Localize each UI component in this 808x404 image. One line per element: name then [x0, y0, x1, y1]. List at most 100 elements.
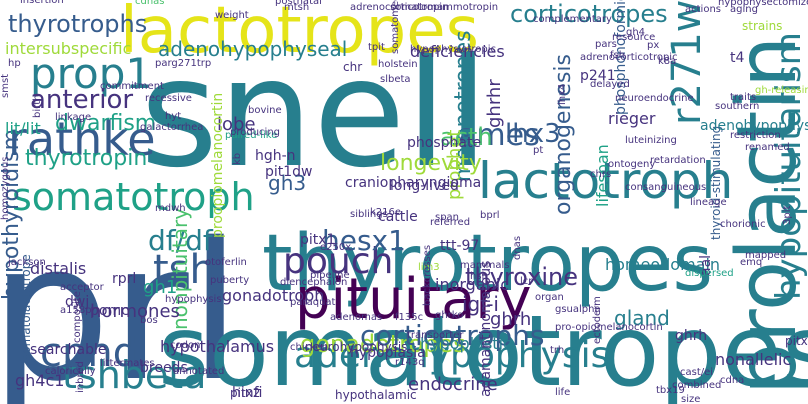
- word: chrs: [590, 169, 611, 180]
- word: deficiencies: [410, 42, 505, 61]
- word: organ: [535, 292, 564, 303]
- word: adrenocorticotropic: [580, 52, 678, 63]
- word: backcrosses: [422, 245, 433, 306]
- word: chorionic: [720, 219, 766, 230]
- word: mtsh: [284, 2, 309, 13]
- word: tshbeta: [62, 353, 206, 397]
- word: somatotropes: [158, 295, 808, 404]
- word: gh1: [143, 277, 177, 298]
- word: hypopituitarism: [769, 32, 808, 300]
- word: lifespan: [593, 144, 612, 207]
- word: e250x: [320, 242, 351, 253]
- word: hypophysectomized: [718, 0, 808, 8]
- word: puberty: [210, 275, 249, 286]
- word: rathke: [8, 112, 156, 166]
- word: thyrotropin: [25, 146, 147, 171]
- word: paired-like: [225, 130, 277, 141]
- word: combined: [672, 380, 721, 391]
- word: ames: [458, 118, 540, 153]
- word: distalis: [30, 259, 86, 278]
- word: anterior: [30, 85, 133, 115]
- word: pro-opiomelanocortin: [555, 322, 663, 333]
- word: k216e: [370, 207, 401, 218]
- word: smst: [0, 74, 11, 98]
- word: endocrine: [408, 374, 498, 395]
- word: pars: [595, 39, 617, 50]
- word: hypothyroidism: [0, 129, 24, 300]
- word: complementary: [533, 14, 612, 25]
- word: adamantinomatous: [478, 261, 494, 397]
- word: a158p: [60, 305, 92, 316]
- word: size: [681, 394, 700, 404]
- word: luteinizing: [625, 135, 677, 146]
- word: linkage: [55, 112, 91, 123]
- word: calorically: [45, 366, 96, 377]
- word: dispersed: [685, 268, 734, 279]
- word: aal: [698, 255, 714, 276]
- word: span: [435, 212, 459, 223]
- word: inbred: [75, 361, 86, 393]
- word: adrenocorticotropin: [350, 2, 448, 13]
- word: trh: [550, 345, 564, 356]
- word: hypothalamus: [160, 337, 274, 356]
- word: postnatal: [275, 0, 322, 7]
- word: southern: [715, 101, 759, 112]
- word: ghrko: [435, 310, 463, 321]
- word: organogenesis: [551, 54, 576, 215]
- word: weight: [215, 10, 249, 21]
- word: f135c: [395, 312, 423, 323]
- word: pitx: [785, 334, 808, 348]
- word: hgh-n: [255, 148, 296, 164]
- word: restriction: [730, 130, 781, 141]
- word: aging: [730, 4, 758, 15]
- word: paraquat: [290, 297, 336, 308]
- word: phosphate: [407, 135, 481, 151]
- word: diencephalon: [280, 277, 347, 288]
- word: retardation: [650, 155, 706, 166]
- word: traits: [730, 92, 756, 103]
- word: commitment: [100, 81, 164, 92]
- word: cdna: [720, 375, 744, 386]
- word: cattle: [378, 209, 418, 225]
- word: neuroendocrine: [615, 93, 694, 104]
- word: composite: [72, 291, 83, 343]
- word: pipeline: [310, 270, 350, 281]
- word: lactotroph: [478, 152, 733, 210]
- word: thyrotropes: [262, 219, 713, 309]
- word: holstein: [378, 59, 418, 70]
- word: hinfi: [232, 385, 262, 401]
- word: ttt-97: [440, 238, 479, 254]
- word: breeds: [140, 360, 188, 376]
- word: adenohypophyseal: [700, 118, 808, 134]
- word: ontogeny: [608, 159, 655, 170]
- word: hsi: [470, 271, 484, 282]
- word: actions: [685, 4, 721, 15]
- word: corticotrophs: [360, 319, 544, 352]
- word: nonallelic: [715, 350, 791, 369]
- word: gh-releasing: [755, 85, 808, 96]
- word: transporter: [407, 330, 464, 341]
- word: px: [647, 40, 659, 51]
- word: melanotropes: [451, 30, 476, 182]
- word: adenohypophyseal: [158, 37, 347, 61]
- word: siblings: [350, 209, 388, 220]
- word: proopiomelanocortin: [210, 93, 226, 238]
- word: jackson: [7, 257, 46, 268]
- word: lcr: [520, 276, 533, 287]
- word: annotated: [173, 366, 224, 377]
- word: gh4: [626, 27, 645, 38]
- word: resource: [612, 32, 655, 43]
- word: bovine: [248, 105, 282, 116]
- word: acth: [440, 123, 493, 151]
- word: thyrotrophs: [8, 10, 147, 38]
- word: cast/ei: [680, 367, 713, 378]
- word: birth: [32, 95, 43, 119]
- word: mammals: [460, 260, 509, 271]
- word: chr: [343, 60, 362, 74]
- word: ghrh: [490, 309, 531, 330]
- word: pitx1: [300, 232, 335, 248]
- word: r271w: [664, 0, 710, 125]
- word: bprl: [480, 210, 500, 221]
- word: gsualpha: [555, 304, 601, 315]
